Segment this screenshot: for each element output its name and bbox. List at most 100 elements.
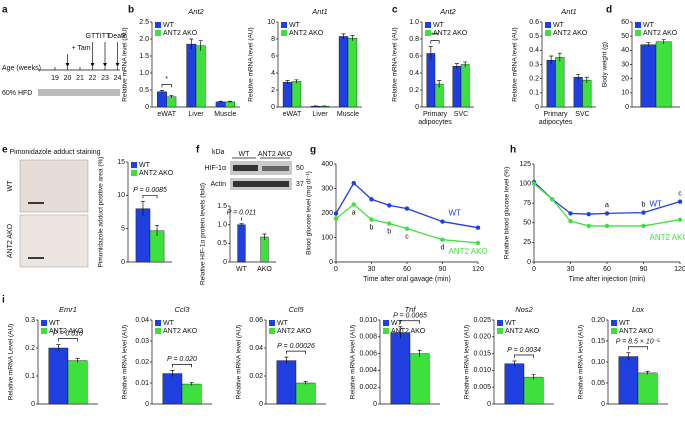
y-tick-label: 400	[321, 161, 333, 168]
chart-title: Ccl3	[174, 305, 190, 314]
bar	[504, 363, 525, 405]
legend-swatch	[545, 22, 551, 28]
y-axis-label: Relative blood glucose level (%)	[504, 167, 511, 260]
y-tick-label: 0.05	[591, 380, 605, 387]
y-tick-label: 0	[329, 259, 333, 266]
legend-swatch	[41, 320, 47, 326]
y-tick-label: 200	[321, 210, 333, 217]
chart-title: Nos2	[515, 305, 533, 314]
legend-label: ANT2 AKO	[163, 30, 198, 37]
significance-bracket	[400, 320, 420, 324]
marker-label: 50	[296, 165, 304, 172]
y-axis-label: Relative mRNA level (AU)	[248, 27, 255, 101]
legend-swatch	[155, 320, 161, 326]
y-tick-label: 0	[223, 259, 227, 266]
legend-swatch	[611, 328, 617, 334]
y-tick-label: 10	[267, 19, 275, 26]
bar	[186, 43, 197, 108]
point	[641, 223, 646, 229]
bar	[573, 77, 583, 108]
y-tick-label: 75	[523, 200, 531, 207]
legend-swatch	[425, 30, 431, 36]
y-axis-label: Relative mRNA level (AU)	[122, 325, 129, 399]
error-bar	[531, 374, 536, 380]
significance-bracket	[286, 350, 306, 355]
error-bar	[239, 223, 244, 226]
annotation: a	[352, 209, 356, 216]
bar	[295, 382, 316, 405]
legend-label: WT	[505, 320, 517, 327]
y-tick-label: 0.010	[473, 367, 491, 374]
x-tick-label: 90	[439, 266, 447, 273]
x-axis-label: Time after oral gavage (min)	[363, 276, 451, 283]
error-bar	[549, 55, 554, 65]
point	[440, 219, 445, 224]
x-tick-label: 120	[472, 266, 484, 273]
significance-bracket	[58, 338, 78, 342]
row-label: WT	[7, 180, 14, 192]
y-tick-label: 1.5	[217, 203, 227, 210]
annotation: P = 8.5 × 10⁻⁵	[616, 339, 661, 346]
y-tick-label: 0.6	[529, 19, 539, 26]
bar	[225, 101, 235, 108]
arrow-head	[65, 63, 70, 67]
error-bar	[417, 349, 422, 357]
x-tick-label: 90	[640, 266, 648, 273]
lane-label: WT	[239, 151, 251, 158]
y-tick-label: 30	[621, 61, 629, 68]
bar	[215, 101, 226, 108]
y-axis-label: Relative mRNA Level (AU)	[8, 324, 15, 401]
y-tick-label: 0.3	[529, 61, 539, 68]
legend-swatch	[545, 30, 551, 36]
y-tick-label: 0.04	[249, 345, 263, 352]
bar	[195, 45, 206, 108]
y-tick-label: 0.03	[135, 338, 149, 345]
y-tick-label: 125	[519, 161, 531, 168]
bar	[452, 65, 462, 108]
legend-swatch	[383, 320, 389, 326]
y-tick-label: 0	[415, 104, 419, 111]
annotation: P = 0.0085	[133, 187, 167, 194]
panel-letter: a	[2, 5, 8, 16]
y-axis-label: Relative mRNA level (AU)	[464, 325, 471, 399]
y-tick-label: 0.4	[529, 47, 539, 54]
chart-title: Tnf	[405, 305, 417, 314]
legend-label: ANT2 AKO	[391, 328, 426, 335]
y-tick-label: 0.20	[591, 317, 605, 324]
annotation: P = 0.0065	[393, 313, 427, 320]
y-tick-label: 0.1	[529, 90, 539, 97]
x-tick-label: Muscle	[337, 111, 359, 118]
y-axis-label: Pimonidazole adduct positive area (%)	[98, 157, 105, 268]
legend-swatch	[383, 328, 389, 334]
legend-label: ANT2 AKO	[553, 30, 588, 37]
y-tick-label: 0.01	[135, 380, 149, 387]
error-bar	[169, 95, 174, 99]
legend-swatch	[131, 162, 137, 168]
point	[641, 210, 646, 215]
point	[351, 202, 356, 207]
x-tick-label: Liver	[312, 111, 328, 118]
bar	[276, 360, 297, 405]
panel-letter: i	[2, 295, 5, 306]
error-bar	[228, 100, 233, 103]
point	[677, 199, 683, 204]
chart-title: Ant1	[311, 7, 327, 16]
error-bar	[626, 352, 631, 361]
panel-letter: b	[128, 5, 134, 16]
y-tick-label: 0.2	[25, 345, 35, 352]
annotation: P = 0.011	[227, 209, 256, 216]
event-label: ITT	[100, 33, 111, 40]
error-bar	[198, 40, 203, 51]
y-tick-label: 0.6	[409, 53, 419, 60]
significance-bracket	[142, 194, 158, 199]
y-tick-label: 4	[271, 70, 275, 77]
y-tick-label: 15	[117, 159, 125, 166]
x-tick-label: 60	[403, 266, 411, 273]
y-tick-label: 0	[527, 259, 531, 266]
chart-title: Emr1	[59, 305, 77, 314]
bar	[347, 37, 358, 108]
chart-title: Ccl5	[288, 305, 304, 314]
bar	[390, 332, 411, 405]
y-tick-label: 0.02	[135, 359, 149, 366]
